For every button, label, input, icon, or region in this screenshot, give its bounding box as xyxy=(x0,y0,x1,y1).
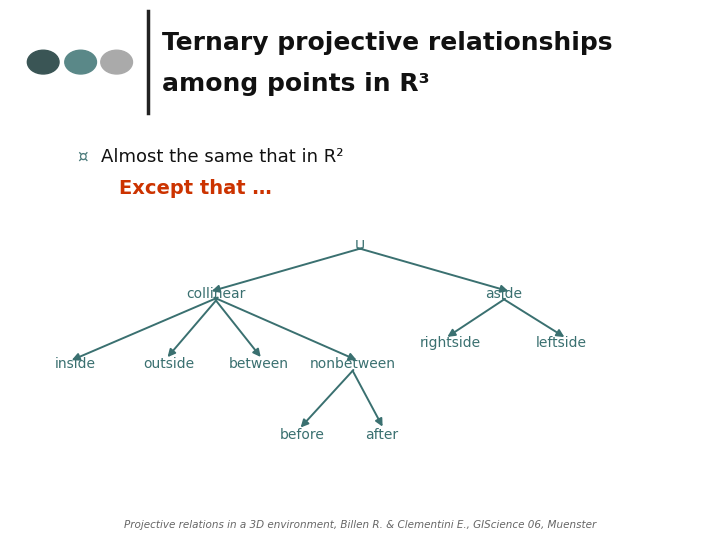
Text: nonbetween: nonbetween xyxy=(310,357,396,372)
Circle shape xyxy=(27,50,59,74)
Text: inside: inside xyxy=(55,357,96,372)
Text: before: before xyxy=(280,428,325,442)
Text: among points in R³: among points in R³ xyxy=(162,72,430,96)
Text: rightside: rightside xyxy=(420,336,480,350)
Text: collinear: collinear xyxy=(186,287,246,301)
Text: leftside: leftside xyxy=(536,336,587,350)
Text: after: after xyxy=(365,428,398,442)
Circle shape xyxy=(101,50,132,74)
Circle shape xyxy=(65,50,96,74)
Text: Projective relations in a 3D environment, Billen R. & Clementini E., GIScience 0: Projective relations in a 3D environment… xyxy=(124,520,596,530)
Text: Except that …: Except that … xyxy=(119,179,271,199)
Text: between: between xyxy=(229,357,289,372)
Text: outside: outside xyxy=(143,357,195,372)
Text: ¤: ¤ xyxy=(78,147,88,166)
Text: Ternary projective relationships: Ternary projective relationships xyxy=(162,31,613,55)
Text: aside: aside xyxy=(485,287,523,301)
Text: Almost the same that in R²: Almost the same that in R² xyxy=(101,147,343,166)
Text: U: U xyxy=(355,239,365,253)
